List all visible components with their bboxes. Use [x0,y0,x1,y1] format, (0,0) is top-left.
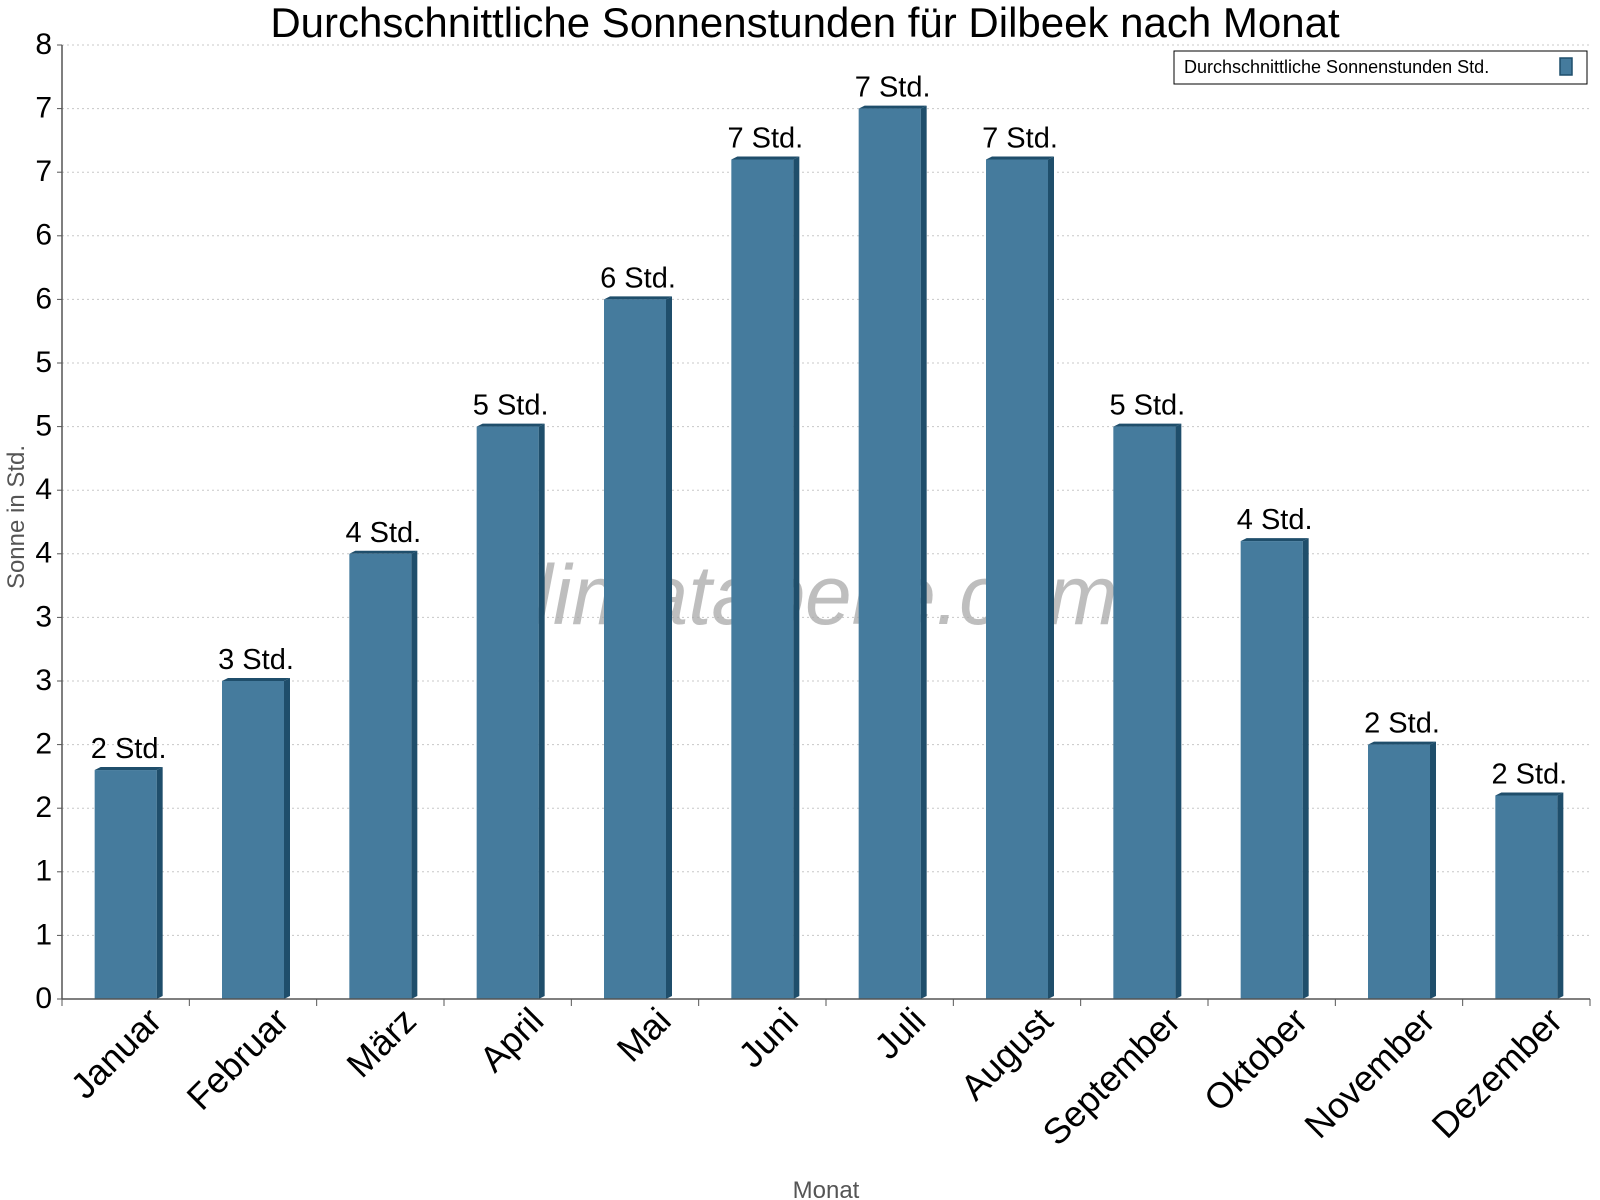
x-tick-label: März [338,1000,424,1086]
x-tick-labels: Januar Februar März April Mai Juni Juli AugustS… [62,1000,1570,1154]
bar [476,426,539,1000]
y-tick-label: 1 [35,855,52,888]
x-tick-label: Juni [730,1000,806,1076]
y-tick-label: 4 [35,473,52,506]
bar-data-label: 2 Std. [1491,758,1567,790]
bar-side [1302,538,1309,999]
y-tick-labels: 0 1 1 2 2 3 3 4 4 5 5 6 6 7 7 8 [35,28,52,1015]
y-tick-label: 6 [35,219,52,252]
x-tick-label: April [471,1000,551,1080]
x-tick-label: Mai [609,1000,679,1070]
y-tick-label: 2 [35,728,52,761]
bar-top [476,423,545,427]
bar-data-labels: 2 Std. 3 Std. 4 Std. 5 Std. 6 Std. 7 Std. 7 St… [91,72,1567,791]
bar-top [1368,741,1436,745]
y-tick-label: 7 [35,92,52,125]
y-tick-label: 2 [35,791,52,824]
bar-top [1240,538,1309,542]
x-tick-label: August [952,1000,1060,1108]
y-tick-label: 3 [35,600,52,633]
legend-box [1173,50,1588,85]
chart-title: Durchschnittliche Sonnenstunden für Dilb… [270,0,1340,46]
grid-lines [62,44,1590,936]
bar-data-label: 7 Std. [855,72,931,104]
bar [986,159,1048,1000]
bar-top [986,156,1054,160]
bar-top [1113,423,1182,427]
bar [731,159,794,1000]
bar-side [411,550,418,999]
bar-data-label: 4 Std. [345,517,421,549]
bar-top [604,296,672,300]
y-tick-label: 0 [35,982,52,1015]
bar [94,770,157,999]
x-tick-label: September [1034,1000,1188,1154]
bars-group [94,105,1564,1000]
x-tick-label: Januar [62,1000,169,1107]
bar [349,553,412,999]
bar-side [1175,423,1182,1000]
legend: Durchschnittliche Sonnenstunden Std. [1173,50,1588,85]
bar-side [793,156,800,1000]
bar-data-label: 2 Std. [91,733,167,765]
x-tick-label: November [1296,1000,1442,1146]
bar-side [538,423,545,1000]
bar-side [1048,156,1054,1000]
y-axis-title: Sonne in Std. [3,445,30,589]
bar-top [94,767,163,771]
y-tick-label: 5 [35,346,52,379]
bar-top [1495,792,1564,796]
bar-data-label: 6 Std. [600,262,676,294]
bar [858,108,921,1000]
bar [1368,744,1430,999]
bar [222,681,284,999]
axes-group [57,44,1591,1006]
bar-side [156,767,163,999]
bar-top [731,156,800,160]
bar-data-label: 5 Std. [1109,390,1185,422]
y-tick-label: 3 [35,664,52,697]
bar-side [1430,741,1436,999]
bar-side [920,105,927,1000]
bar-data-label: 5 Std. [473,390,549,422]
bar [1113,426,1176,1000]
bar [1495,795,1558,999]
bar-top [349,550,418,554]
x-tick-label: Dezember [1424,1000,1570,1146]
x-tick-label: Juli [866,1000,933,1067]
bar [604,299,666,999]
y-tick-label: 6 [35,282,52,315]
y-tick-label: 7 [35,155,52,188]
bar-data-label: 2 Std. [1364,708,1440,740]
bar-data-label: 7 Std. [727,122,803,154]
bar-top [858,105,927,109]
bar-side [1557,792,1564,999]
bar-data-label: 3 Std. [218,644,294,676]
x-axis-title: Monat [793,1177,860,1200]
bar-side [666,296,672,999]
legend-label: Durchschnittliche Sonnenstunden Std. [1184,57,1489,77]
x-tick-label: Februar [179,1000,297,1118]
y-tick-label: 5 [35,410,52,443]
bar-data-label: 4 Std. [1237,504,1313,536]
y-tick-label: 4 [35,537,52,570]
y-tick-label: 1 [35,918,52,951]
x-tick-label: Oktober [1196,1000,1316,1120]
bar-side [284,678,290,999]
bar [1240,541,1303,999]
y-tick-label: 8 [35,28,52,61]
bar-top [222,678,290,681]
bar-data-label: 7 Std. [982,122,1058,154]
legend-swatch [1559,57,1573,76]
